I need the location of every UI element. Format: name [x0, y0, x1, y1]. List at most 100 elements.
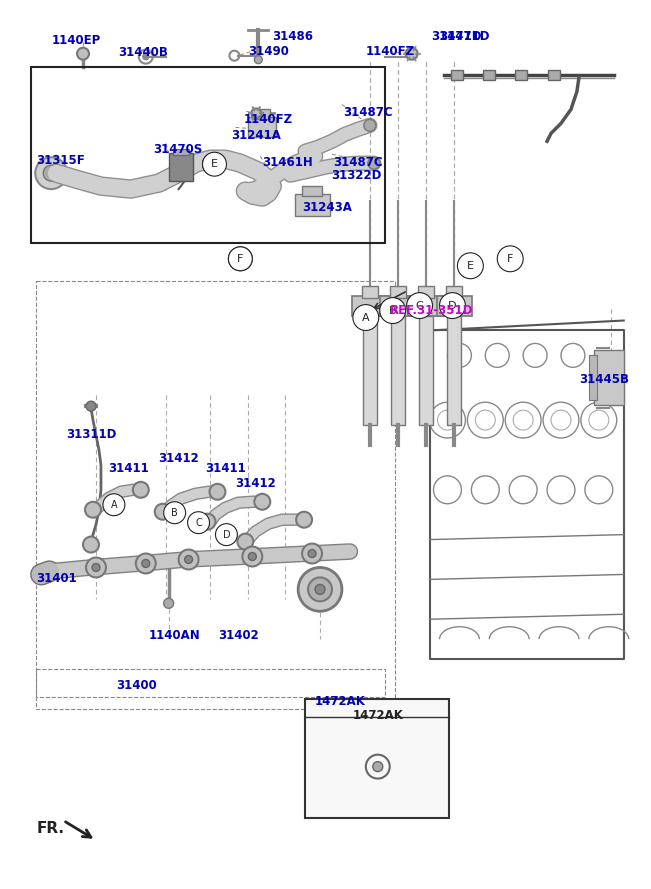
- Circle shape: [255, 493, 270, 509]
- Circle shape: [406, 48, 417, 60]
- Bar: [447, 316, 462, 425]
- Bar: [31, 67, 385, 243]
- Text: 31471D: 31471D: [439, 29, 490, 43]
- Bar: [248, 117, 276, 137]
- Bar: [36, 669, 385, 697]
- Text: F: F: [507, 253, 514, 264]
- Circle shape: [136, 554, 156, 573]
- Circle shape: [238, 533, 253, 549]
- Text: F: F: [237, 253, 243, 264]
- Circle shape: [497, 246, 523, 272]
- Bar: [253, 109, 270, 119]
- Circle shape: [43, 165, 59, 181]
- Text: E: E: [211, 159, 218, 169]
- Text: E: E: [467, 260, 474, 271]
- Bar: [451, 69, 464, 79]
- Bar: [515, 69, 527, 79]
- Text: 31400: 31400: [117, 679, 157, 692]
- Circle shape: [133, 482, 149, 498]
- Circle shape: [210, 484, 225, 500]
- Bar: [173, 149, 189, 156]
- Text: 1140FZ: 1140FZ: [243, 114, 292, 126]
- Circle shape: [458, 252, 483, 279]
- Text: 31311D: 31311D: [66, 428, 117, 441]
- Bar: [380, 296, 415, 316]
- Circle shape: [103, 493, 125, 516]
- Bar: [352, 296, 388, 316]
- Bar: [363, 316, 377, 425]
- Text: 1140FZ: 1140FZ: [366, 44, 415, 58]
- Text: 31315F: 31315F: [36, 155, 85, 167]
- Bar: [36, 281, 395, 709]
- Circle shape: [163, 501, 186, 524]
- Text: A: A: [362, 313, 370, 323]
- Bar: [419, 316, 432, 425]
- Bar: [483, 69, 495, 79]
- Circle shape: [178, 549, 199, 570]
- Circle shape: [143, 53, 149, 60]
- Text: 31440B: 31440B: [118, 45, 168, 59]
- Circle shape: [142, 559, 150, 567]
- Text: 1472AK: 1472AK: [352, 709, 403, 722]
- Circle shape: [229, 247, 253, 271]
- Circle shape: [86, 557, 106, 578]
- Circle shape: [85, 501, 101, 517]
- Circle shape: [255, 56, 262, 64]
- Circle shape: [298, 567, 342, 612]
- Text: 31486: 31486: [272, 29, 313, 43]
- Text: REF.31-351D: REF.31-351D: [390, 304, 473, 316]
- Bar: [408, 296, 443, 316]
- Text: C: C: [195, 517, 202, 528]
- Bar: [391, 316, 405, 425]
- Text: 1140EP: 1140EP: [51, 34, 101, 47]
- Bar: [169, 153, 193, 181]
- Bar: [447, 285, 462, 298]
- Text: 31487C: 31487C: [343, 107, 393, 119]
- Circle shape: [380, 298, 406, 324]
- Circle shape: [242, 547, 262, 566]
- Circle shape: [155, 504, 171, 520]
- Circle shape: [229, 247, 253, 271]
- Text: D: D: [223, 530, 230, 540]
- Circle shape: [302, 543, 322, 564]
- Text: 31487C: 31487C: [333, 156, 383, 169]
- Text: C: C: [416, 300, 423, 310]
- Text: B: B: [171, 508, 178, 517]
- Bar: [589, 356, 597, 400]
- Circle shape: [308, 549, 316, 557]
- Text: 31411: 31411: [108, 462, 148, 475]
- Text: 31401: 31401: [36, 573, 77, 586]
- Text: 1472AK: 1472AK: [314, 695, 365, 708]
- Circle shape: [407, 292, 432, 318]
- Text: B: B: [389, 306, 396, 316]
- Bar: [302, 186, 322, 196]
- Circle shape: [86, 401, 96, 411]
- Text: E: E: [210, 159, 217, 169]
- Circle shape: [202, 152, 227, 176]
- Circle shape: [200, 514, 215, 530]
- Text: D: D: [448, 300, 457, 310]
- Circle shape: [185, 556, 193, 564]
- Bar: [295, 194, 330, 216]
- Circle shape: [202, 153, 225, 175]
- Circle shape: [368, 157, 380, 169]
- Circle shape: [251, 108, 261, 118]
- Circle shape: [296, 512, 312, 528]
- Text: 31445B: 31445B: [579, 373, 629, 387]
- Bar: [437, 296, 473, 316]
- Circle shape: [364, 119, 376, 132]
- Bar: [362, 285, 378, 298]
- Text: 1140AN: 1140AN: [149, 629, 201, 642]
- Text: A: A: [111, 500, 117, 509]
- Text: 31241A: 31241A: [231, 130, 281, 142]
- Bar: [594, 350, 624, 405]
- Circle shape: [439, 292, 465, 318]
- Text: 31490: 31490: [248, 44, 289, 58]
- Circle shape: [215, 524, 238, 546]
- Circle shape: [373, 762, 383, 772]
- Bar: [305, 699, 449, 819]
- Text: 31461H: 31461H: [262, 156, 313, 169]
- Text: 31471D: 31471D: [432, 29, 482, 43]
- Text: 31470S: 31470S: [153, 143, 202, 156]
- Text: 31412: 31412: [158, 452, 199, 465]
